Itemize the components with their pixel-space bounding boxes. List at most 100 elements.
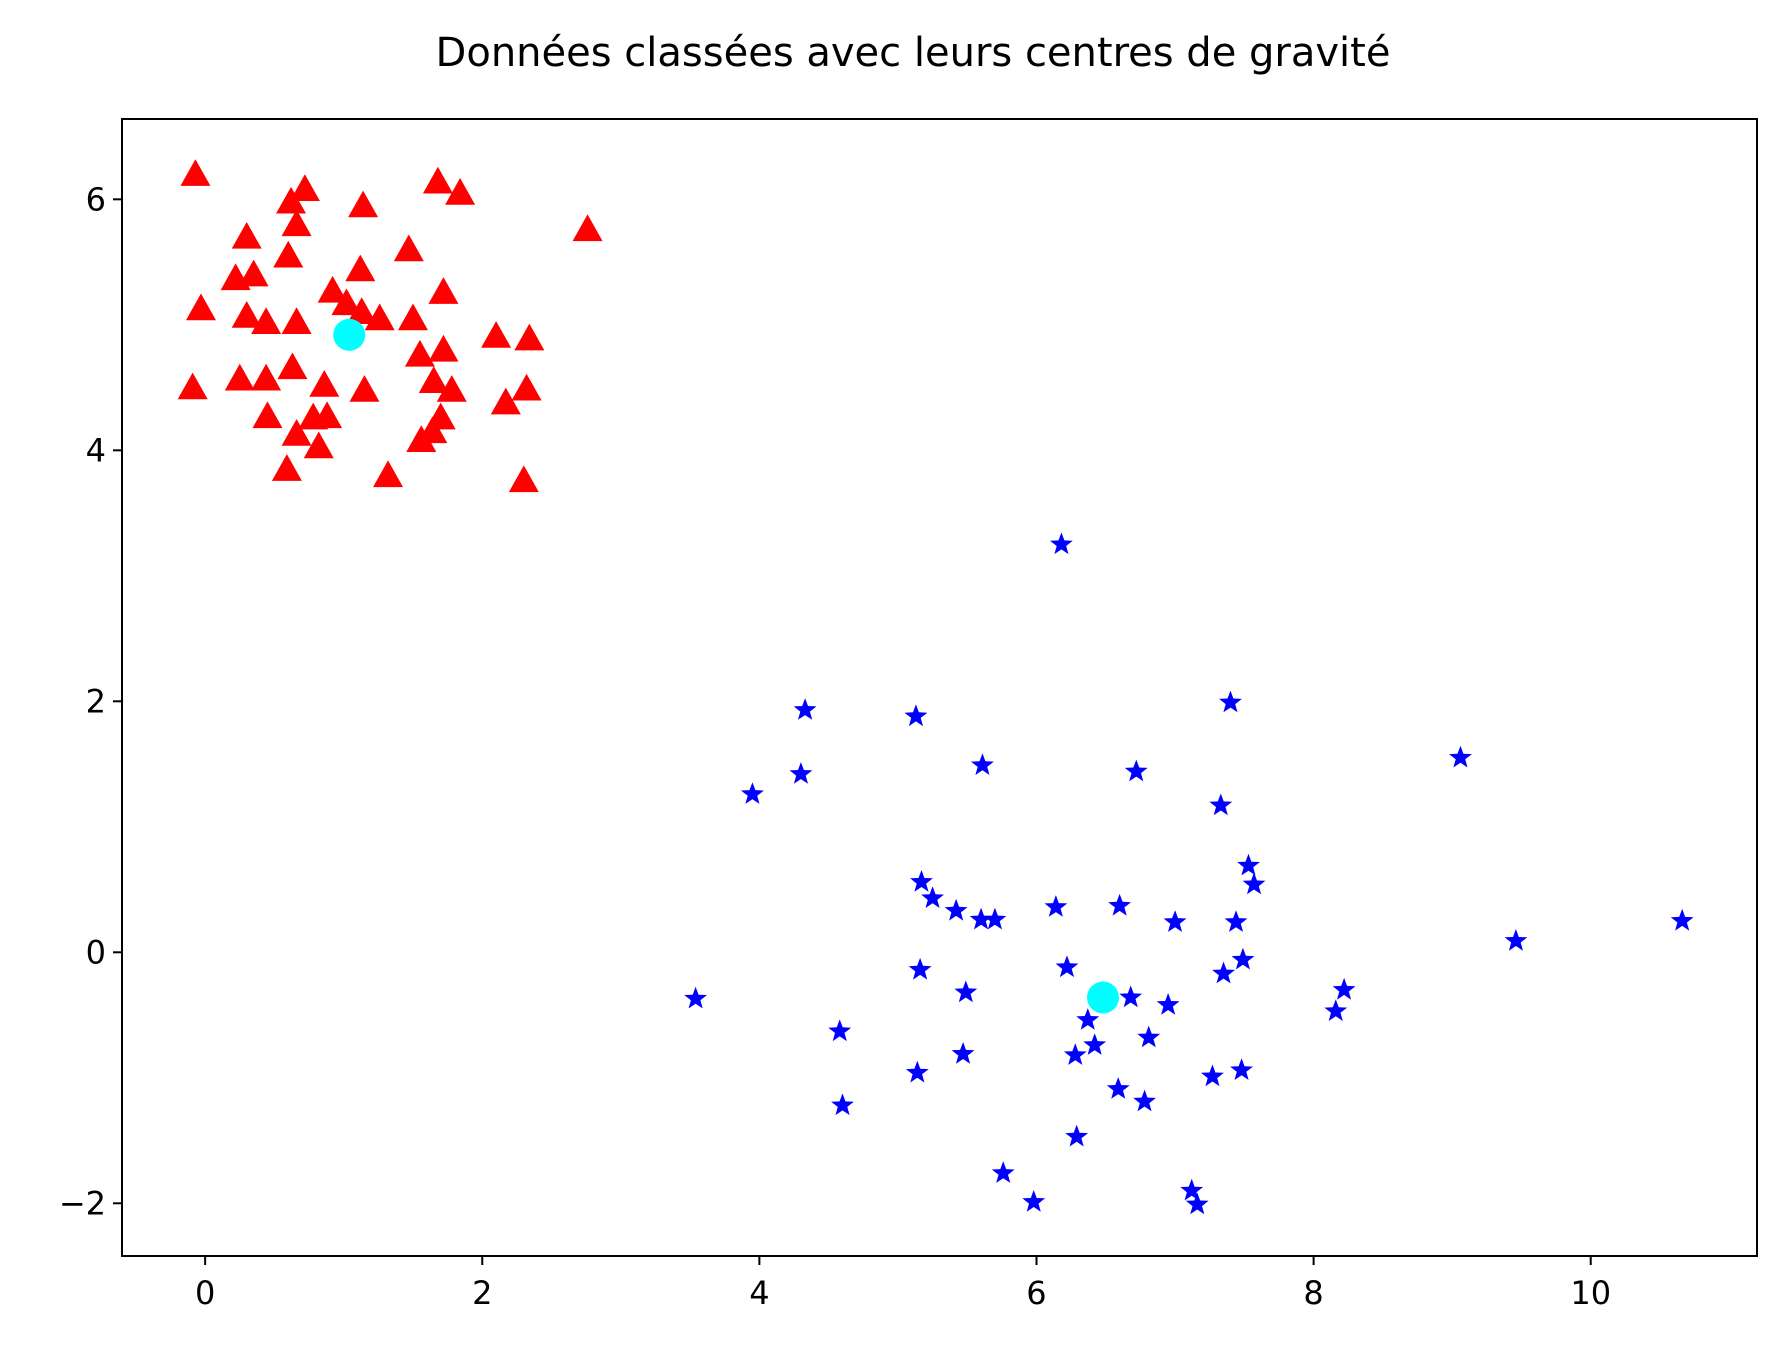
star-point bbox=[908, 957, 932, 980]
triangle-point bbox=[514, 323, 545, 351]
triangle-point bbox=[346, 297, 377, 324]
triangle-point bbox=[436, 375, 467, 402]
triangle-point bbox=[428, 334, 459, 362]
triangle-point bbox=[180, 159, 211, 186]
triangle-point bbox=[281, 209, 312, 237]
star-point bbox=[910, 870, 933, 892]
triangle-point bbox=[373, 460, 404, 488]
x-tick-label: 0 bbox=[195, 1274, 215, 1312]
star-point bbox=[951, 1042, 975, 1064]
triangle-point bbox=[281, 307, 312, 335]
triangle-point bbox=[418, 366, 449, 393]
x-tick-label: 2 bbox=[472, 1274, 492, 1312]
triangle-point bbox=[273, 240, 304, 268]
star-point bbox=[1237, 853, 1260, 876]
star-point bbox=[1332, 977, 1356, 1000]
star-point bbox=[1156, 993, 1180, 1015]
chart-title: Données classées avec leurs centres de g… bbox=[436, 30, 1391, 76]
y-tick-label: 0 bbox=[86, 933, 106, 971]
triangle-point bbox=[251, 307, 282, 335]
triangle-point bbox=[490, 387, 521, 415]
star-point bbox=[1106, 1077, 1130, 1099]
star-point bbox=[1108, 893, 1131, 916]
star-point bbox=[1219, 690, 1242, 713]
triangle-point bbox=[572, 214, 603, 242]
star-point bbox=[1230, 1058, 1253, 1080]
triangle-point bbox=[331, 288, 362, 316]
star-point bbox=[793, 698, 817, 720]
x-tick-label: 4 bbox=[749, 1274, 769, 1312]
y-tick-label: −2 bbox=[59, 1184, 106, 1222]
star-point bbox=[1055, 955, 1079, 978]
star-point bbox=[1231, 947, 1255, 970]
x-axis: 0 2 4 6 8 10 bbox=[195, 1256, 1611, 1312]
triangle-point bbox=[231, 221, 262, 249]
star-point bbox=[1180, 1178, 1204, 1201]
star-point bbox=[971, 753, 994, 775]
star-point bbox=[1185, 1192, 1209, 1215]
x-tick-label: 10 bbox=[1570, 1274, 1611, 1312]
star-point bbox=[1137, 1025, 1161, 1048]
triangle-point bbox=[309, 370, 340, 397]
star-point bbox=[1242, 872, 1266, 895]
star-point bbox=[905, 1060, 929, 1083]
star-point bbox=[1050, 532, 1073, 555]
star-point bbox=[741, 782, 764, 804]
star-point bbox=[904, 704, 928, 727]
triangle-point bbox=[177, 372, 208, 400]
star-point bbox=[789, 762, 813, 784]
star-point bbox=[969, 907, 993, 930]
y-tick-label: 6 bbox=[86, 180, 106, 218]
star-point bbox=[1076, 1008, 1100, 1030]
star-point bbox=[1201, 1064, 1224, 1087]
y-axis: −2 0 2 4 6 bbox=[59, 180, 122, 1222]
triangle-point bbox=[317, 275, 348, 303]
triangle-point bbox=[428, 277, 459, 304]
triangle-point bbox=[281, 418, 312, 446]
star-point bbox=[1209, 793, 1233, 816]
centroid-point bbox=[333, 318, 366, 351]
triangle-point bbox=[445, 178, 476, 205]
star-point bbox=[944, 898, 968, 921]
star-point bbox=[1119, 985, 1143, 1008]
triangle-point bbox=[277, 352, 308, 380]
triangle-point bbox=[251, 363, 282, 391]
triangle-point bbox=[276, 186, 307, 214]
triangle-point bbox=[406, 425, 437, 452]
star-point bbox=[1324, 999, 1348, 1021]
star-point bbox=[1670, 908, 1694, 931]
star-point bbox=[831, 1093, 854, 1116]
star-point bbox=[921, 886, 944, 908]
triangle-point bbox=[224, 363, 255, 391]
triangle-point bbox=[220, 263, 251, 291]
triangle-point bbox=[404, 339, 435, 367]
star-point bbox=[1224, 910, 1248, 932]
star-point bbox=[983, 907, 1007, 930]
star-point bbox=[1124, 759, 1148, 782]
star-point bbox=[954, 980, 978, 1003]
triangle-point bbox=[185, 293, 216, 321]
star-point bbox=[1133, 1089, 1156, 1112]
triangle-point bbox=[481, 321, 512, 348]
star-point bbox=[1083, 1033, 1107, 1055]
x-tick-label: 6 bbox=[1026, 1274, 1046, 1312]
triangle-point bbox=[511, 373, 542, 401]
star-point bbox=[684, 986, 707, 1009]
triangle-point bbox=[345, 254, 376, 282]
star-point bbox=[1063, 1043, 1087, 1065]
triangle-point bbox=[393, 234, 424, 262]
triangle-point bbox=[231, 301, 262, 328]
star-point bbox=[1022, 1190, 1046, 1212]
star-point bbox=[1449, 745, 1472, 768]
star-point bbox=[1163, 910, 1187, 932]
y-tick-label: 2 bbox=[86, 682, 106, 720]
plot-area bbox=[177, 159, 1694, 1215]
centroid-point bbox=[1087, 981, 1119, 1014]
triangle-point bbox=[252, 401, 283, 429]
y-tick-label: 4 bbox=[86, 431, 106, 469]
star-point bbox=[1504, 929, 1528, 951]
star-point bbox=[1065, 1124, 1089, 1147]
x-tick-label: 8 bbox=[1303, 1274, 1323, 1312]
triangle-point bbox=[348, 190, 379, 218]
